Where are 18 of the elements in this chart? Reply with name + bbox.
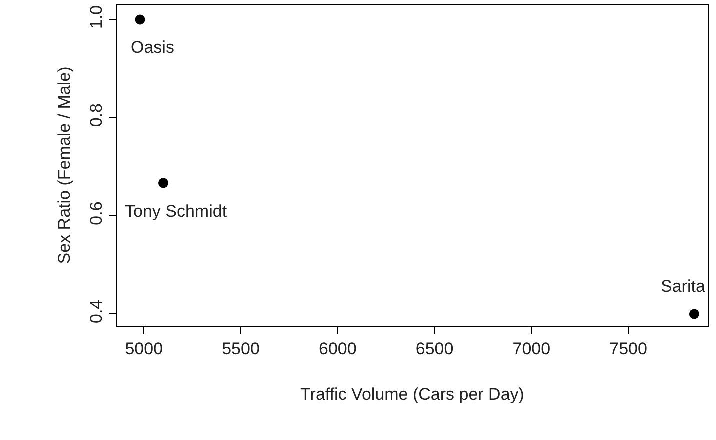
x-tick-label: 7500 [610,339,648,358]
y-tick-label: 0.8 [87,104,106,128]
x-tick-label: 6000 [318,339,357,358]
y-tick-label: 0.6 [87,202,106,226]
annotation: Sarita [661,277,706,296]
x-tick-label: 7000 [512,339,551,358]
annotation: Oasis [131,38,174,57]
x-tick-label: 5000 [125,339,164,358]
y-tick-label: 0.4 [87,300,106,324]
x-tick-label: 6500 [416,339,454,358]
x-axis-title: Traffic Volume (Cars per Day) [300,384,524,404]
point [135,14,146,25]
y-tick-label: 1.0 [87,5,106,29]
x-tick-label: 5500 [222,339,260,358]
y-axis-title: Sex Ratio (Female / Male) [54,66,74,264]
annotation: Tony Schmidt [125,202,228,221]
point [158,178,168,188]
point [689,309,700,320]
